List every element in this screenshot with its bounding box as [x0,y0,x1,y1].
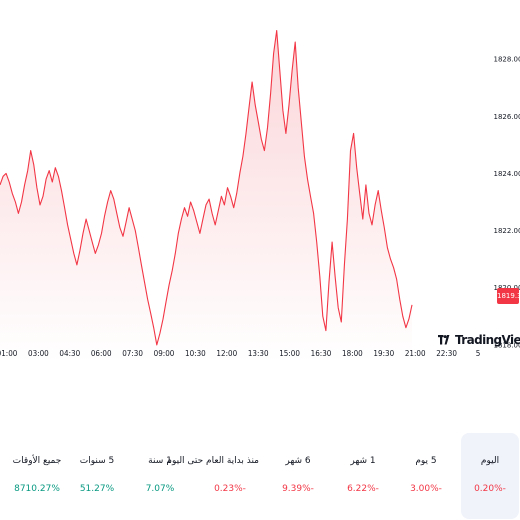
price-chart[interactable]: 01:00 03:00 04:30 06:00 07:30 09:00 10:30 12:00… [0,0,520,420]
y-tick-label: 1822.00 [494,227,520,235]
x-tick-label: 5 [476,349,481,358]
x-tick-label: 15:00 [279,349,300,358]
performance-period-button[interactable]: 6 شهر 9.39%- [269,430,327,518]
performance-period-button[interactable]: 5 سنوات 51.27% [68,430,126,518]
x-tick-label: 09:00 [154,349,175,358]
performance-period-button[interactable]: 1 شهر 6.22%- [334,430,392,518]
x-tick-label: 21:00 [405,349,426,358]
performance-bar: اليوم 0.20%- 5 يوم 3.00%- 1 شهر 6.22%- 6 شهر 9.… [0,430,520,520]
performance-period-button[interactable]: 5 يوم 3.00%- [397,430,455,518]
performance-period-label: 6 شهر [285,456,311,466]
performance-period-label: اليوم [480,456,500,466]
performance-period-value: 9.39%- [282,484,314,494]
performance-period-label: 5 سنوات [79,456,115,466]
performance-period-label: 1 شهر [350,456,376,466]
x-tick-label: 13:30 [248,349,269,358]
y-tick-label: 1828.00 [494,56,520,64]
x-tick-label: 16:30 [311,349,332,358]
last-price-badge: 1819.38 [497,288,520,304]
price-axis: 1818.001820.001822.001824.001826.001828.… [494,56,520,350]
price-line [0,30,413,346]
performance-period-value: 0.23%- [214,484,246,494]
tradingview-logo-text: TradingView [455,333,520,347]
performance-period-value: 3.00%- [410,484,442,494]
y-tick-label: 1824.00 [494,170,520,178]
x-tick-label: 01:00 [0,349,18,358]
performance-period-value: 6.22%- [347,484,379,494]
price-area-fill [0,30,412,362]
performance-period-label: منذ بداية العام حتى اليوم [166,456,259,466]
x-tick-label: 22:30 [436,349,457,358]
x-tick-label: 07:30 [122,349,143,358]
tradingview-logo-icon [438,335,450,345]
x-tick-label: 12:00 [216,349,237,358]
x-tick-label: 06:00 [91,349,112,358]
performance-period-value: 0.20%- [474,484,506,494]
performance-period-label: 5 يوم [415,456,437,466]
y-tick-label: 1826.00 [494,113,520,121]
x-tick-label: 10:30 [185,349,206,358]
performance-period-label: 1 سنة [148,456,172,466]
tradingview-logo[interactable]: TradingView [438,330,520,350]
performance-period-button[interactable]: منذ بداية العام حتى اليوم 0.23%- [166,430,259,518]
performance-period-value: 7.07% [145,484,175,494]
x-tick-label: 03:00 [28,349,49,358]
performance-period-button[interactable]: 1 سنة 7.07% [131,430,189,518]
performance-period-value: 8710.27% [14,484,60,494]
x-tick-label: 19:30 [373,349,394,358]
y-tick-label: 1818.00 [494,341,520,349]
x-tick-label: 18:00 [342,349,363,358]
x-tick-label: 04:30 [59,349,80,358]
performance-period-button[interactable]: اليوم 0.20%- [461,433,519,519]
performance-period-value: 51.27% [79,484,115,494]
time-axis: 01:00 03:00 04:30 06:00 07:30 09:00 10:30 12:00… [0,349,480,358]
performance-period-label: جميع الأوقات [12,456,62,466]
performance-period-button[interactable]: جميع الأوقات 8710.27% [8,430,66,518]
